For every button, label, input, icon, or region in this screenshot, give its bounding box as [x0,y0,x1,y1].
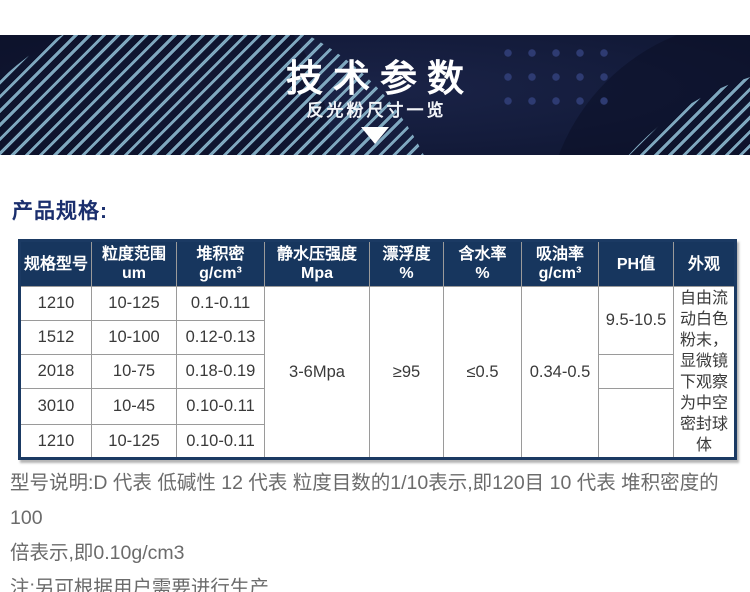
cell-ph-empty-bottom [598,388,674,459]
table-row: 1512 10-100 0.12-0.13 [19,320,736,355]
table-row: 1210 10-125 0.10-0.11 [19,424,736,459]
footnote-line: 型号说明:D 代表 低碱性 12 代表 粒度目数的1/10表示,即120目 10… [10,472,719,529]
col-header-oil-absorption: 吸油率 g/cm³ [521,240,599,287]
col-header-bulk-density: 堆积密 g/cm³ [176,240,265,287]
cell-oil-merged: 0.34-0.5 [521,286,599,459]
table-row: 1210 10-125 0.1-0.11 3-6Mpa ≥95 ≤0.5 0.3… [19,286,736,459]
cell-range: 10-125 [91,286,177,321]
cell-model: 1512 [19,320,92,355]
col-header-hydrostatic-strength: 静水压强度 Mpa [264,240,370,287]
cell-range: 10-100 [91,320,177,355]
cell-range: 10-75 [91,354,177,389]
banner-subtitle: 反光粉尺寸一览 [306,101,447,120]
cell-density: 0.12-0.13 [176,320,265,355]
cell-model: 1210 [19,286,92,321]
banner-title: 技术参数 [286,58,474,99]
table-row: 2018 10-75 0.18-0.19 [19,354,736,389]
footnote-line: 注:另可根据用户需要进行生产 [10,577,269,592]
cell-range: 10-45 [91,388,177,425]
cell-ph-value: 9.5-10.5 [598,286,674,355]
cell-model: 2018 [19,354,92,389]
down-triangle-icon [361,127,389,144]
hero-banner: 技术参数 反光粉尺寸一览 [0,35,750,155]
col-header-particle-range: 粒度范围 um [91,240,177,287]
dot-grid-decoration [496,41,617,114]
col-header-moisture: 含水率 % [443,240,522,287]
section-title: 产品规格: [12,200,108,223]
cell-hydrostatic-merged: 3-6Mpa [264,286,370,459]
cell-appearance: 自由流动白色粉末，显微镜下观察为中空密封球体 [673,286,736,459]
cell-ph-empty-mid [598,354,674,389]
cell-density: 0.1-0.11 [176,286,265,321]
table-row: 3010 10-45 0.10-0.11 [19,388,736,459]
col-header-appearance: 外观 [673,240,736,287]
spec-table: 规格型号 粒度范围 um 堆积密 g/cm³ 静水压强度 Mpa 漂浮度 % 含… [18,239,737,460]
cell-model: 3010 [19,388,92,425]
cell-density: 0.10-0.11 [176,388,265,425]
header-row: 规格型号 粒度范围 um 堆积密 g/cm³ 静水压强度 Mpa 漂浮度 % 含… [19,240,736,287]
col-header-ph: PH值 [598,240,674,287]
cell-moisture-merged: ≤0.5 [443,286,522,459]
col-header-spec-model: 规格型号 [19,240,92,287]
cell-model: 1210 [19,424,92,459]
footnote-line: 倍表示,即0.10g/cm3 [10,542,185,564]
footnotes: 型号说明:D 代表 低碱性 12 代表 粒度目数的1/10表示,即120目 10… [10,466,746,592]
cell-density: 0.18-0.19 [176,354,265,389]
cell-density: 0.10-0.11 [176,424,265,459]
cell-range: 10-125 [91,424,177,459]
col-header-floatability: 漂浮度 % [369,240,444,287]
cell-floatability-merged: ≥95 [369,286,444,459]
